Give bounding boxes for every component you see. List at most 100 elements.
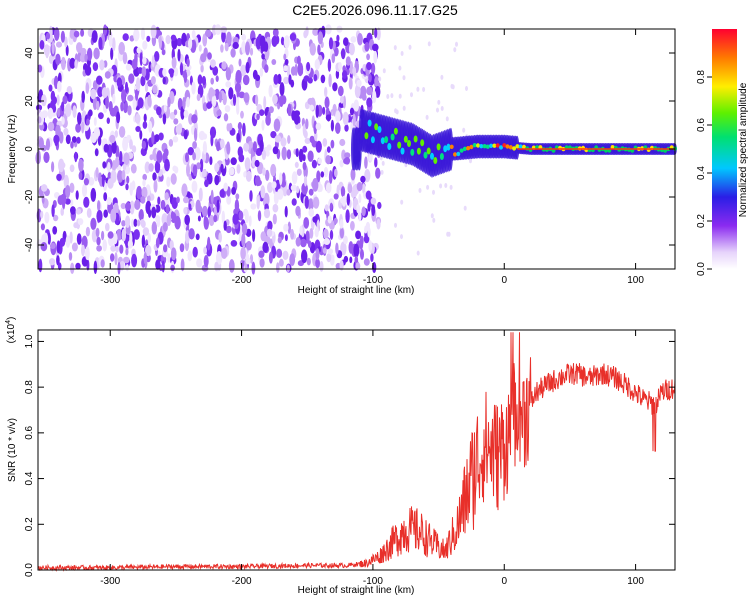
heatmap-noise-cell: [314, 226, 319, 238]
heatmap-noise-cell: [196, 162, 201, 170]
heatmap-noise-cell: [96, 75, 103, 85]
heatmap-noise-cell: [313, 74, 318, 82]
heatmap-noise-cell: [186, 96, 190, 108]
heatmap-noise-cell: [140, 27, 146, 40]
heatmap-noise-cell: [105, 222, 110, 232]
heatmap-noise-cell: [295, 205, 301, 217]
heatmap-noise-cell: [323, 166, 329, 178]
heatmap-noise-cell: [145, 244, 152, 257]
heatmap-noise-cell: [125, 264, 129, 272]
heatmap-noise-cell: [324, 204, 329, 212]
heatmap-noise-cell: [214, 24, 222, 36]
heatmap-faint-cell: [402, 105, 406, 111]
heatmap-noise-cell: [63, 174, 69, 189]
heatmap-noise-cell: [240, 64, 247, 77]
heatmap-x-tick-label: 100: [627, 275, 644, 286]
heatmap-noise-cell: [322, 138, 328, 147]
heatmap-noise-cell: [204, 179, 209, 188]
heatmap-noise-cell: [339, 138, 346, 147]
heatmap-noise-cell: [341, 48, 346, 60]
heatmap-noise-cell: [328, 170, 333, 185]
heatmap-noise-cell: [240, 110, 244, 119]
heatmap-noise-cell: [302, 145, 308, 153]
heatmap-noise-cell: [345, 56, 351, 66]
heatmap-noise-cell: [160, 199, 166, 210]
heatmap-noise-cell: [115, 245, 119, 253]
heatmap-faint-cell: [436, 107, 439, 113]
heatmap-noise-cell: [128, 73, 135, 84]
heatmap-noise-cell: [85, 246, 90, 261]
heatmap-x-axis-label: Height of straight line (km): [298, 285, 415, 296]
heatmap-noise-cell: [40, 223, 46, 231]
heatmap-noise-cell: [38, 137, 45, 150]
heatmap-noise-cell: [186, 163, 190, 177]
heatmap-noise-cell: [55, 124, 61, 138]
heatmap-noise-cell: [228, 122, 233, 131]
heatmap-noise-cell: [327, 215, 332, 224]
heatmap-noise-cell: [244, 157, 251, 171]
heatmap-signal-cell: [462, 146, 467, 151]
heatmap-noise-cell: [218, 232, 222, 243]
heatmap-signal-cell: [512, 146, 517, 151]
heatmap-noise-cell: [360, 175, 366, 183]
heatmap-noise-cell: [258, 250, 265, 258]
heatmap-noise-cell: [146, 35, 151, 42]
heatmap-faint-cell: [418, 188, 422, 193]
heatmap-noise-cell: [103, 192, 108, 202]
heatmap-noise-cell: [151, 221, 157, 235]
heatmap-noise-cell: [309, 42, 316, 56]
heatmap-noise-cell: [61, 101, 65, 112]
heatmap-noise-cell: [163, 104, 167, 113]
heatmap-noise-cell: [58, 158, 65, 173]
heatmap-signal-cell: [430, 152, 434, 160]
heatmap-noise-cell: [86, 208, 92, 218]
heatmap-noise-cell: [180, 258, 185, 272]
heatmap-noise-cell: [343, 37, 349, 47]
heatmap-noise-cell: [192, 164, 198, 177]
heatmap-noise-cell: [136, 47, 141, 54]
heatmap-signal-cell: [416, 147, 421, 155]
heatmap-noise-cell: [223, 182, 228, 192]
heatmap-noise-cell: [356, 182, 363, 192]
heatmap-noise-cell: [208, 214, 215, 227]
heatmap-noise-cell: [181, 183, 188, 197]
heatmap-noise-cell: [56, 240, 60, 254]
heatmap-noise-cell: [294, 161, 299, 168]
heatmap-noise-cell: [333, 193, 339, 200]
heatmap-noise-cell: [337, 85, 344, 97]
heatmap-noise-cell: [236, 102, 240, 115]
heatmap-faint-cell: [425, 114, 429, 120]
heatmap-noise-cell: [349, 256, 353, 264]
heatmap-noise-cell: [188, 228, 195, 240]
heatmap-noise-cell: [90, 187, 97, 202]
heatmap-noise-cell: [308, 208, 315, 217]
heatmap-faint-cell: [437, 99, 441, 105]
heatmap-noise-cell: [73, 222, 79, 229]
heatmap-noise-cell: [301, 249, 308, 264]
heatmap-noise-cell: [127, 94, 134, 102]
heatmap-noise-cell: [261, 149, 267, 160]
heatmap-noise-cell: [263, 96, 267, 110]
heatmap-noise-cell: [319, 184, 323, 192]
heatmap-signal-cell: [423, 151, 428, 159]
heatmap-noise-cell: [242, 122, 246, 137]
snr-frame: [37, 329, 676, 571]
heatmap-noise-cell: [47, 107, 54, 120]
heatmap-noise-cell: [92, 80, 98, 91]
heatmap-noise-cell: [141, 140, 147, 150]
figure-title: C2E5.2026.096.11.17.G25: [292, 2, 458, 18]
heatmap-noise-cell: [356, 204, 361, 214]
heatmap-noise-cell: [260, 231, 267, 242]
heatmap-noise-cell: [144, 82, 149, 93]
heatmap-noise-cell: [191, 180, 198, 193]
heatmap-noise-cell: [341, 195, 347, 207]
heatmap-signal-cell: [485, 144, 490, 149]
heatmap-noise-cell: [98, 37, 103, 50]
heatmap-signal-cell: [449, 144, 454, 149]
heatmap-noise-cell: [51, 41, 55, 55]
heatmap-noise-cell: [201, 75, 206, 86]
heatmap-noise-cell: [243, 171, 247, 178]
heatmap-noise-cell: [141, 66, 147, 78]
heatmap-signal-cell: [390, 133, 395, 141]
heatmap-noise-cell: [363, 258, 370, 266]
